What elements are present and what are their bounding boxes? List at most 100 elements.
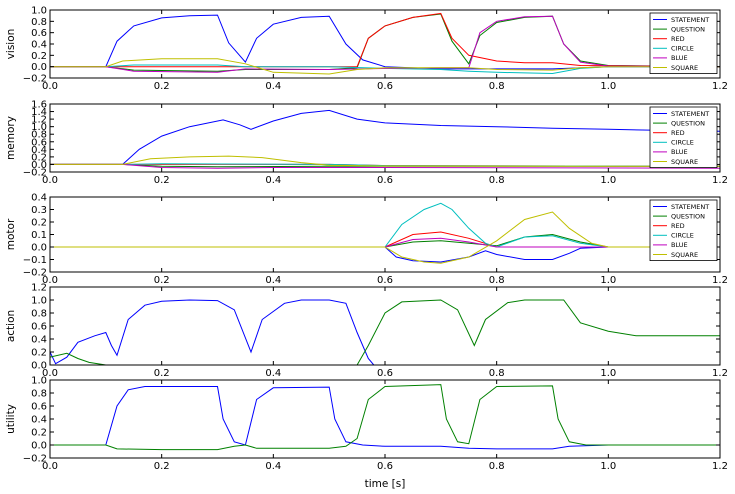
series-group bbox=[50, 12, 720, 75]
series-line-question bbox=[50, 233, 720, 248]
x-tick-label: 1.0 bbox=[600, 275, 616, 286]
legend-entry: QUESTION bbox=[671, 119, 705, 127]
plot-frame bbox=[49, 286, 721, 366]
x-tick-label: 0.4 bbox=[265, 81, 281, 92]
y-tick-label: 0.0 bbox=[31, 361, 47, 372]
y-tick-label: 0.4 bbox=[31, 40, 47, 51]
series-line-blue bbox=[50, 15, 720, 73]
y-tick-label: 0.2 bbox=[31, 428, 47, 439]
y-tick-label: 1.0 bbox=[31, 122, 47, 133]
x-tick-label: 0.4 bbox=[265, 368, 281, 379]
x-tick-label: 1.2 bbox=[712, 461, 728, 472]
x-tick-label: 1.2 bbox=[712, 275, 728, 286]
y-tick-label: 0.2 bbox=[31, 152, 47, 163]
y-tick-label: 0.4 bbox=[31, 145, 47, 156]
x-tick-label: 0.6 bbox=[377, 461, 393, 472]
legend-entry: QUESTION bbox=[671, 212, 705, 220]
y-tick-label: 1.0 bbox=[31, 296, 47, 307]
y-tick-label: −0.2 bbox=[23, 168, 47, 179]
x-tick-label: 0.8 bbox=[489, 275, 505, 286]
y-tick-label: 1.4 bbox=[31, 107, 47, 118]
x-tick-label: 0.0 bbox=[42, 368, 58, 379]
x-tick-label: 0.6 bbox=[377, 275, 393, 286]
series-group bbox=[50, 299, 720, 365]
x-tick-label: 1.2 bbox=[712, 81, 728, 92]
panel-utility: 0.0 0.2 0.4 0.6 0.8 1.0 1.2−0.20.00.20.40.60.8… bbox=[5, 376, 728, 473]
y-tick-label: 0.4 bbox=[31, 415, 47, 426]
x-tick-label: 0.6 bbox=[377, 368, 393, 379]
x-axis-label: time [s] bbox=[365, 478, 406, 490]
legend-entry: CIRCLE bbox=[671, 45, 694, 53]
y-tick-label: 0.8 bbox=[31, 309, 47, 320]
y-tick-label: 0.4 bbox=[31, 335, 47, 346]
x-tick-label: 1.0 bbox=[600, 368, 616, 379]
y-tick-label: 1.0 bbox=[31, 6, 47, 17]
x-tick-label: 0.8 bbox=[489, 461, 505, 472]
y-tick-label: 0.8 bbox=[31, 130, 47, 141]
series-group bbox=[50, 202, 720, 264]
y-tick-label: 1.6 bbox=[31, 100, 47, 111]
series-line-question bbox=[50, 299, 720, 365]
legend-box bbox=[649, 199, 718, 261]
y-tick-label: 0.6 bbox=[31, 28, 47, 39]
y-tick-label: 1.0 bbox=[31, 376, 47, 387]
series-line-question bbox=[50, 13, 720, 72]
legend-entry: RED bbox=[671, 35, 685, 43]
plot-frame bbox=[49, 103, 721, 173]
y-axis-label: action bbox=[5, 310, 17, 342]
x-tick-label: 1.0 bbox=[600, 461, 616, 472]
panel-action: 0.0 0.2 0.4 0.6 0.8 1.0 1.2 0.0 0.2 0.4 0.6 0.8 1.0 1… bbox=[5, 283, 728, 380]
series-line-statement bbox=[50, 109, 720, 165]
x-tick-label: 0.2 bbox=[154, 461, 170, 472]
series-line-square bbox=[50, 58, 720, 75]
x-tick-label: 0.4 bbox=[265, 461, 281, 472]
series-line-statement bbox=[50, 14, 720, 70]
x-tick-label: 1.0 bbox=[600, 81, 616, 92]
y-tick-label: 0.6 bbox=[31, 137, 47, 148]
y-tick-label: 0.0 bbox=[31, 441, 47, 452]
y-tick-label: 0.6 bbox=[31, 322, 47, 333]
x-tick-label: 0.8 bbox=[489, 81, 505, 92]
series-line-statement bbox=[50, 299, 720, 365]
x-tick-label: 1.2 bbox=[712, 368, 728, 379]
x-tick-label: 1.2 bbox=[712, 175, 728, 186]
legend-entry: STATEMENT bbox=[671, 16, 709, 24]
legend-box bbox=[649, 12, 718, 74]
y-tick-label: −0.1 bbox=[23, 255, 47, 266]
legend-entry: BLUE bbox=[671, 54, 688, 62]
x-tick-label: 0.0 bbox=[42, 275, 58, 286]
legend-entry: CIRCLE bbox=[671, 232, 694, 240]
y-tick-label: −0.2 bbox=[23, 454, 47, 465]
legend-entry: STATEMENT bbox=[671, 110, 709, 118]
legend-entry: SQUARE bbox=[671, 158, 698, 166]
x-tick-label: 0.0 bbox=[42, 461, 58, 472]
series-line-square bbox=[50, 155, 720, 167]
series-group bbox=[50, 384, 720, 451]
x-tick-label: 0.2 bbox=[154, 275, 170, 286]
plot-frame bbox=[49, 196, 721, 273]
x-tick-label: 0.2 bbox=[154, 368, 170, 379]
panel-motor: 0.0 0.2 0.4 0.6 0.8 1.0 1.2−0.2−0.10.00.10.20.… bbox=[5, 193, 728, 287]
y-tick-label: 0.0 bbox=[31, 160, 47, 171]
y-axis-label: motor bbox=[5, 218, 17, 250]
series-line-statement bbox=[50, 246, 720, 263]
y-tick-label: 0.2 bbox=[31, 51, 47, 62]
panel-vision: 0.0 0.2 0.4 0.6 0.8 1.0 1.2−0.20.00.20.40.60.8… bbox=[5, 6, 728, 93]
y-tick-label: 0.4 bbox=[31, 193, 47, 204]
y-tick-label: −0.2 bbox=[23, 268, 47, 279]
legend-entry: SQUARE bbox=[671, 64, 698, 72]
y-axis-label: vision bbox=[5, 29, 17, 60]
legend-entry: BLUE bbox=[671, 241, 688, 249]
x-tick-label: 0.6 bbox=[377, 81, 393, 92]
y-tick-label: 0.0 bbox=[31, 62, 47, 73]
series-line-circle bbox=[50, 202, 720, 248]
series-line-red bbox=[50, 12, 720, 68]
x-tick-label: 0.0 bbox=[42, 175, 58, 186]
x-tick-label: 0.2 bbox=[154, 175, 170, 186]
legend-entry: RED bbox=[671, 222, 685, 230]
y-tick-label: 1.2 bbox=[31, 283, 47, 294]
